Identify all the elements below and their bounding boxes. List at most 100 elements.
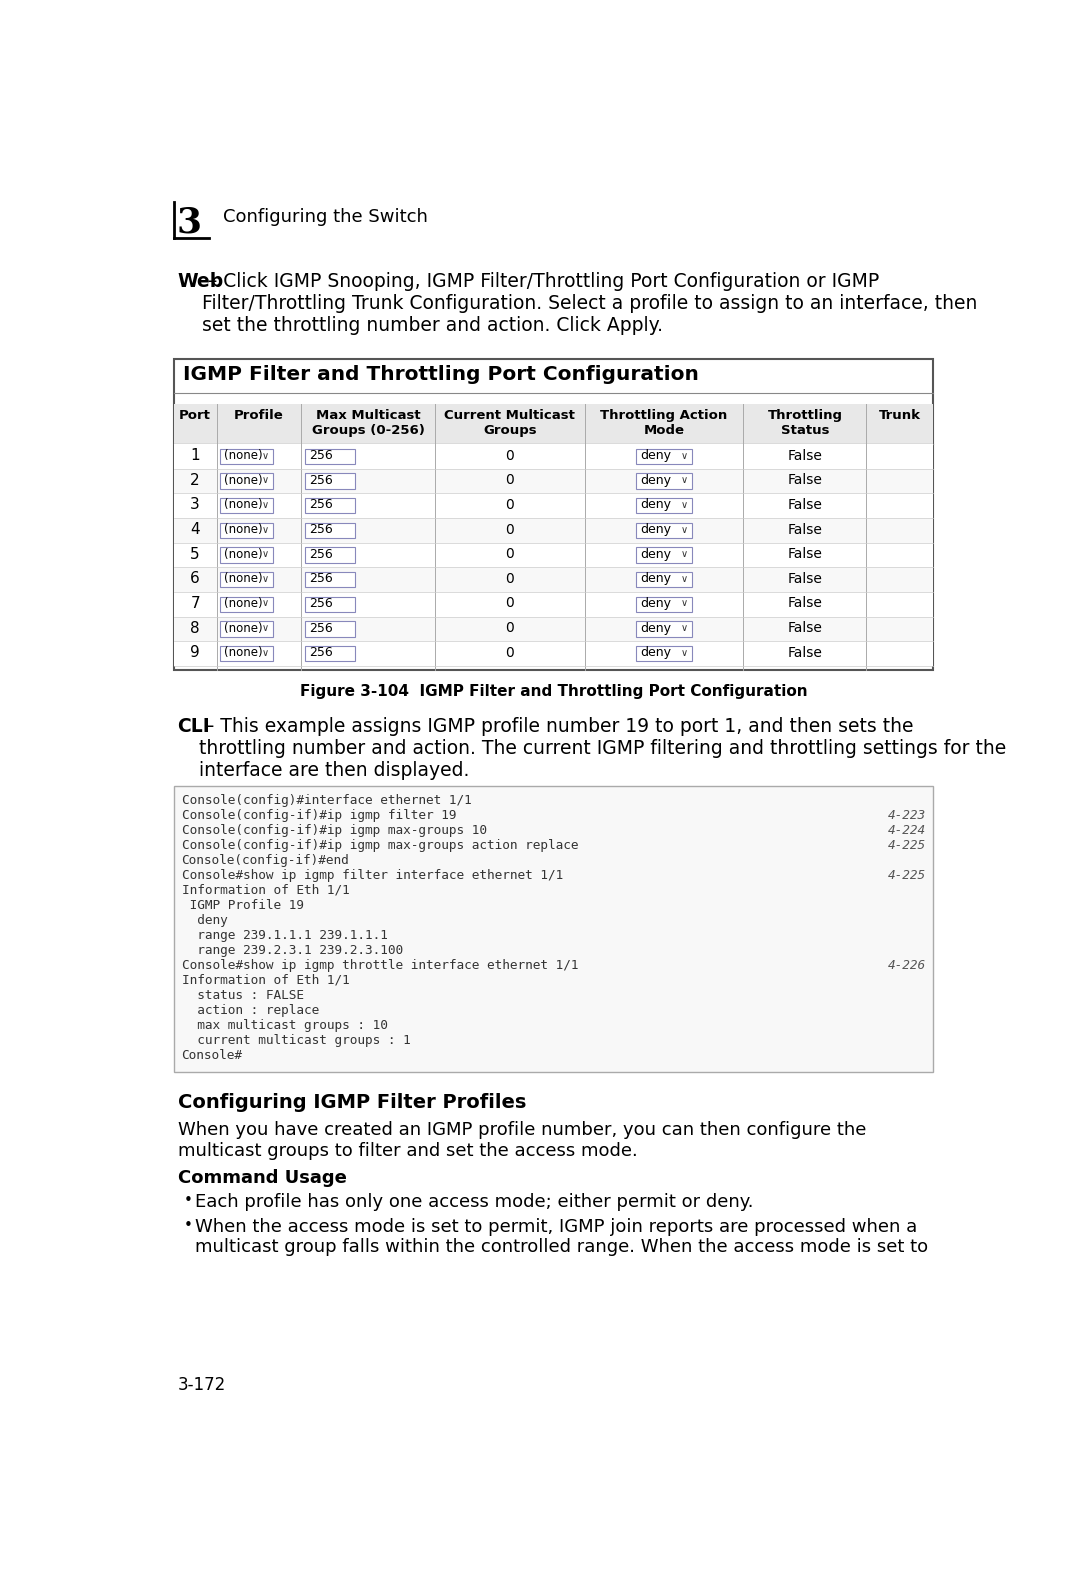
- Text: False: False: [787, 622, 822, 636]
- Text: 256: 256: [309, 498, 333, 512]
- Text: 0: 0: [505, 473, 514, 487]
- Text: 0: 0: [505, 548, 514, 560]
- Bar: [636, 645, 692, 661]
- Text: False: False: [787, 571, 822, 586]
- Text: False: False: [787, 523, 822, 537]
- Text: ∨: ∨: [680, 550, 688, 559]
- Bar: [174, 787, 933, 1072]
- Text: 4-226: 4-226: [888, 959, 926, 972]
- Text: False: False: [787, 449, 822, 463]
- Text: – Click IGMP Snooping, IGMP Filter/Throttling Port Configuration or IGMP
Filter/: – Click IGMP Snooping, IGMP Filter/Throt…: [202, 272, 977, 334]
- Text: False: False: [787, 548, 822, 560]
- Text: 1: 1: [190, 447, 200, 463]
- Text: Information of Eth 1/1: Information of Eth 1/1: [181, 884, 349, 896]
- Text: Information of Eth 1/1: Information of Eth 1/1: [181, 973, 349, 988]
- Text: deny: deny: [640, 597, 671, 609]
- Bar: [220, 449, 273, 465]
- Text: 3-172: 3-172: [177, 1375, 226, 1394]
- Text: •: •: [184, 1193, 192, 1209]
- Text: Console#show ip igmp throttle interface ethernet 1/1: Console#show ip igmp throttle interface …: [181, 959, 578, 972]
- Bar: [174, 469, 933, 493]
- Bar: [636, 597, 692, 612]
- Text: multicast group falls within the controlled range. When the access mode is set t: multicast group falls within the control…: [194, 1237, 928, 1256]
- Text: Port: Port: [179, 410, 211, 422]
- Text: (none): (none): [224, 449, 262, 462]
- Bar: [174, 518, 933, 543]
- Text: Console(config)#interface ethernet 1/1: Console(config)#interface ethernet 1/1: [181, 793, 471, 807]
- Text: Console(config-if)#end: Console(config-if)#end: [181, 854, 349, 867]
- Bar: [220, 523, 273, 539]
- Text: CLI: CLI: [177, 716, 211, 736]
- Bar: [174, 360, 933, 670]
- Text: 0: 0: [505, 449, 514, 463]
- Text: Figure 3-104  IGMP Filter and Throttling Port Configuration: Figure 3-104 IGMP Filter and Throttling …: [299, 685, 808, 699]
- Text: ∨: ∨: [680, 451, 688, 460]
- Text: 256: 256: [309, 597, 333, 609]
- Text: False: False: [787, 645, 822, 659]
- Text: deny: deny: [640, 573, 671, 586]
- Text: Max Multicast
Groups (0-256): Max Multicast Groups (0-256): [312, 410, 424, 438]
- Text: ∨: ∨: [262, 573, 269, 584]
- Text: ∨: ∨: [262, 524, 269, 534]
- Text: 0: 0: [505, 523, 514, 537]
- Text: deny: deny: [640, 548, 671, 560]
- Bar: [220, 597, 273, 612]
- Text: ∨: ∨: [680, 499, 688, 510]
- Text: Throttling Action
Mode: Throttling Action Mode: [600, 410, 728, 438]
- Text: range 239.1.1.1 239.1.1.1: range 239.1.1.1 239.1.1.1: [181, 929, 388, 942]
- Text: 4: 4: [190, 521, 200, 537]
- Text: Configuring IGMP Filter Profiles: Configuring IGMP Filter Profiles: [177, 1093, 526, 1112]
- Text: 4-225: 4-225: [888, 838, 926, 851]
- Text: 256: 256: [309, 548, 333, 560]
- Text: 2: 2: [190, 473, 200, 488]
- Bar: [174, 641, 933, 666]
- Text: range 239.2.3.1 239.2.3.100: range 239.2.3.1 239.2.3.100: [181, 944, 403, 956]
- Text: False: False: [787, 498, 822, 512]
- Text: 0: 0: [505, 645, 514, 659]
- Text: deny: deny: [181, 914, 227, 926]
- Bar: [174, 444, 933, 469]
- Text: IGMP Profile 19: IGMP Profile 19: [181, 898, 303, 912]
- Text: current multicast groups : 1: current multicast groups : 1: [181, 1035, 410, 1047]
- Bar: [636, 571, 692, 587]
- Text: deny: deny: [640, 622, 671, 634]
- Text: 256: 256: [309, 523, 333, 535]
- Text: 4-223: 4-223: [888, 809, 926, 821]
- Bar: [220, 473, 273, 488]
- Bar: [305, 597, 355, 612]
- Text: •: •: [184, 1218, 192, 1232]
- Text: ∨: ∨: [680, 573, 688, 584]
- Text: False: False: [787, 473, 822, 487]
- Text: ∨: ∨: [262, 451, 269, 460]
- Text: Configuring the Switch: Configuring the Switch: [224, 209, 429, 226]
- Text: Console(config-if)#ip igmp max-groups action replace: Console(config-if)#ip igmp max-groups ac…: [181, 838, 578, 851]
- Text: Console(config-if)#ip igmp filter 19: Console(config-if)#ip igmp filter 19: [181, 809, 456, 821]
- Text: Current Multicast
Groups: Current Multicast Groups: [444, 410, 576, 438]
- Bar: [220, 645, 273, 661]
- Bar: [305, 498, 355, 513]
- Text: deny: deny: [640, 449, 671, 462]
- Text: ∨: ∨: [262, 550, 269, 559]
- Text: 256: 256: [309, 647, 333, 659]
- Bar: [220, 571, 273, 587]
- Text: 0: 0: [505, 597, 514, 611]
- Text: 6: 6: [190, 571, 200, 586]
- Text: (none): (none): [224, 647, 262, 659]
- Text: (none): (none): [224, 597, 262, 609]
- Bar: [636, 523, 692, 539]
- Text: Each profile has only one access mode; either permit or deny.: Each profile has only one access mode; e…: [194, 1193, 753, 1210]
- Bar: [305, 473, 355, 488]
- Text: IGMP Filter and Throttling Port Configuration: IGMP Filter and Throttling Port Configur…: [183, 366, 699, 385]
- Bar: [174, 567, 933, 592]
- Text: – This example assigns IGMP profile number 19 to port 1, and then sets the
throt: – This example assigns IGMP profile numb…: [200, 716, 1007, 780]
- Bar: [174, 592, 933, 617]
- Bar: [636, 473, 692, 488]
- Bar: [636, 449, 692, 465]
- Text: 7: 7: [190, 597, 200, 611]
- Text: 0: 0: [505, 622, 514, 636]
- Text: ∨: ∨: [680, 598, 688, 609]
- Text: ∨: ∨: [262, 598, 269, 609]
- Text: deny: deny: [640, 523, 671, 535]
- Text: (none): (none): [224, 622, 262, 634]
- Text: ∨: ∨: [680, 623, 688, 633]
